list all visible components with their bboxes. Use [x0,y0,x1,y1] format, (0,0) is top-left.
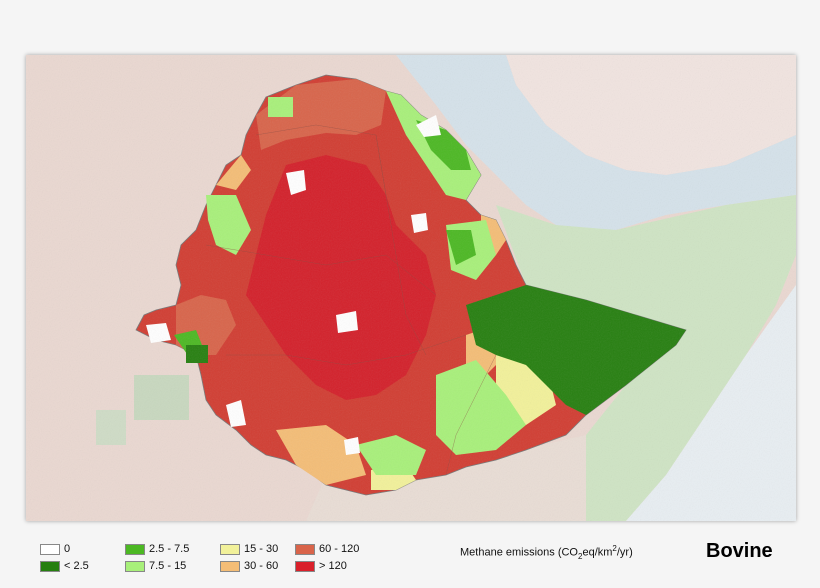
legend-label: > 120 [319,560,347,572]
legend-swatch [295,543,315,555]
legend-title-prefix: Methane emissions (CO [460,546,578,559]
texture-overlay [26,55,796,521]
legend-swatch [40,543,60,555]
legend-item-4: 15 - 30 [220,542,278,556]
legend-swatch [220,560,240,572]
legend-label: 2.5 - 7.5 [149,543,190,555]
legend-item-5: 30 - 60 [220,559,278,573]
emissions-map [26,55,796,521]
legend-item-7: > 120 [295,559,347,573]
legend-item-0: 0 [40,542,70,556]
legend-title-sup: 2 [612,544,617,553]
legend-swatch [125,543,145,555]
legend-item-2: 2.5 - 7.5 [125,542,189,556]
legend-item-1: < 2.5 [40,559,89,573]
legend-swatch [40,560,60,572]
legend-label: 30 - 60 [244,560,279,572]
legend-label: 7.5 - 15 [149,560,187,572]
map-frame [26,55,796,521]
legend-item-3: 7.5 - 15 [125,559,186,573]
legend-label: < 2.5 [64,560,89,572]
legend-title-suffix: /yr) [616,546,633,559]
legend-label: 60 - 120 [319,543,360,555]
legend-item-6: 60 - 120 [295,542,359,556]
map-legend: 0 < 2.5 2.5 - 7.5 7.5 - 15 15 - 30 30 - … [40,539,640,579]
legend-title: Methane emissions (CO2eq/km2/yr) [460,544,633,561]
legend-title-mid: eq/km [582,546,613,559]
legend-swatch [125,560,145,572]
legend-swatch [220,543,240,555]
legend-label: 15 - 30 [244,543,279,555]
legend-swatch [295,560,315,572]
legend-title-sub: 2 [578,551,583,561]
legend-label: 0 [64,543,71,555]
species-label: Bovine [706,540,773,562]
